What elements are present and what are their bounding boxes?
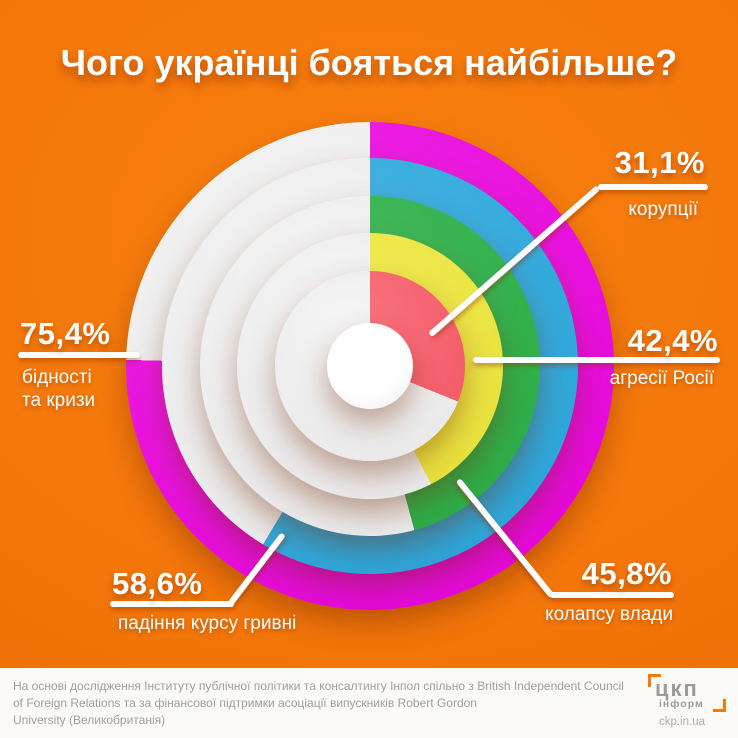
logo-text-top: цкп [655, 676, 699, 701]
logo-bracket-top-left-icon [648, 674, 661, 687]
label-corruption: корупції [628, 199, 698, 220]
source-line-2: of Foreign Relations та за фінансової пі… [13, 696, 477, 710]
source-note: На основі дослідження Інституту публічно… [13, 678, 624, 729]
value-aggression: 42,4% [627, 323, 718, 358]
label-poverty: бідності та кризи [22, 366, 95, 412]
label-hryvnia: падіння курсу гривні [118, 613, 297, 634]
callout-line-collapse [550, 592, 674, 598]
label-poverty-line1: бідності [22, 367, 92, 388]
page-title: Чого українці бояться найбільше? [60, 42, 678, 83]
label-aggression: агресії Росії [609, 368, 714, 389]
logo-bracket-bottom-right-icon [713, 699, 726, 712]
source-line-1: На основі дослідження Інституту публічно… [13, 679, 624, 693]
ckp-inform-logo: цкп інформ ckp.in.ua [648, 674, 726, 734]
value-hryvnia: 58,6% [112, 566, 203, 601]
chart-center-hole [327, 323, 413, 409]
callout-line-poverty [18, 352, 140, 358]
callout-line-aggression [473, 357, 720, 363]
value-collapse: 45,8% [581, 556, 672, 591]
label-collapse: колапсу влади [545, 604, 673, 625]
callout-line-corruption [598, 184, 708, 190]
footer: На основі дослідження Інституту публічно… [0, 668, 738, 738]
logo-mark: цкп інформ [648, 674, 726, 712]
value-corruption: 31,1% [614, 145, 705, 180]
callout-line-hryvnia [110, 601, 234, 607]
source-line-3: University (Великобританія) [13, 713, 166, 727]
label-poverty-line2: та кризи [22, 390, 96, 411]
value-poverty: 75,4% [20, 316, 111, 351]
logo-site-link[interactable]: ckp.in.ua [659, 716, 706, 728]
logo-text-bottom: інформ [659, 698, 704, 710]
